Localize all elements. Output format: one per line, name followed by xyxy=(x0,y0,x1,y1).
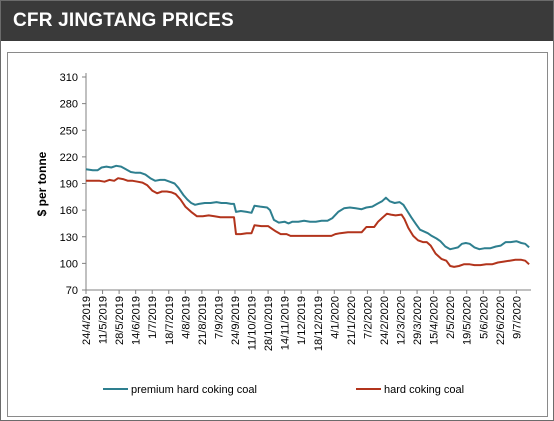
x-tick-label: 9/7/2020 xyxy=(511,296,523,339)
x-tick-label: 2/5/2020 xyxy=(445,296,457,339)
y-tick-label: 280 xyxy=(60,99,78,111)
series-line-premium-hard-coking-coal xyxy=(85,164,530,251)
x-tick-label: 18/7/2019 xyxy=(164,296,176,345)
x-tick-label: 15/4/2020 xyxy=(429,296,441,345)
series-line-hard-coking-coal xyxy=(86,177,530,268)
x-tick-label: 21/1/2020 xyxy=(346,296,358,345)
legend-label: hard coking coal xyxy=(384,384,464,396)
x-tick-label: 11/10/2019 xyxy=(247,296,259,350)
y-tick-label: 130 xyxy=(60,232,78,244)
x-tick-label: 1/12/2019 xyxy=(296,296,308,345)
x-tick-label: 22/6/2020 xyxy=(495,296,507,345)
x-tick-label: 24/4/2019 xyxy=(81,296,93,345)
y-tick-label: 250 xyxy=(60,125,78,137)
y-tick-label: 100 xyxy=(60,258,78,270)
y-tick-label: 190 xyxy=(60,179,78,191)
x-tick-label: 14/6/2019 xyxy=(131,296,143,345)
y-axis-label: $ per tonne xyxy=(35,151,49,216)
legend: premium hard coking coal hard coking coal xyxy=(103,384,464,396)
panel-header: CFR JINGTANG PRICES xyxy=(1,1,553,41)
x-tick-label: 28/5/2019 xyxy=(114,296,126,345)
panel-title: CFR JINGTANG PRICES xyxy=(13,10,234,31)
y-axis: 70 100 130 160 190 220 250 280 310 xyxy=(60,72,87,297)
x-tick-label: 21/8/2019 xyxy=(197,296,209,345)
x-tick-label: 28/10/2019 xyxy=(263,296,275,351)
x-tick-label: 7/9/2019 xyxy=(213,296,225,339)
x-tick-label: 5/6/2020 xyxy=(478,296,490,339)
chart-series xyxy=(85,164,530,268)
x-tick-label: 24/2/2020 xyxy=(379,296,391,345)
x-tick-label: 29/3/2020 xyxy=(412,296,424,345)
y-tick-label: 220 xyxy=(60,152,78,164)
y-tick-label: 160 xyxy=(60,205,78,217)
y-tick-label: 310 xyxy=(60,72,78,84)
x-tick-label: 7/2/2020 xyxy=(362,296,374,339)
x-tick-label: 12/3/2020 xyxy=(396,296,408,345)
x-axis: 24/4/2019 11/5/2019 28/5/2019 14/6/2019 1/7/… xyxy=(81,289,531,351)
x-tick-label: 14/11/2019 xyxy=(280,296,292,350)
x-tick-label: 11/5/2019 xyxy=(98,296,110,344)
x-tick-label: 1/7/2019 xyxy=(147,296,159,339)
x-tick-label: 18/12/2019 xyxy=(313,296,325,351)
x-tick-label: 4/8/2019 xyxy=(180,296,192,339)
legend-label: premium hard coking coal xyxy=(131,384,257,396)
chart-area xyxy=(7,52,548,417)
x-tick-label: 24/9/2019 xyxy=(230,296,242,345)
x-tick-label: 4/1/2020 xyxy=(329,296,341,339)
x-tick-label: 19/5/2020 xyxy=(462,296,474,345)
y-tick-label: 70 xyxy=(66,285,78,297)
